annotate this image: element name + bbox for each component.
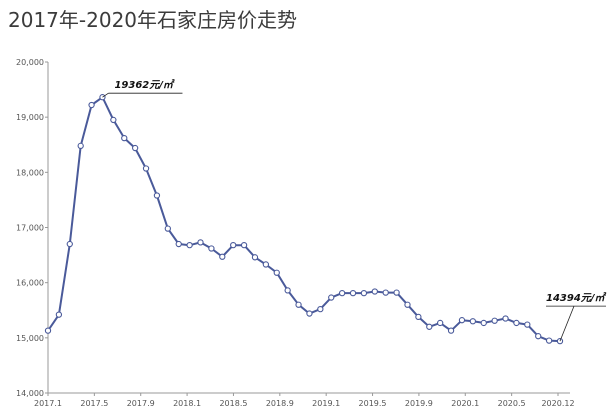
callout-label: 14394元/㎡ [546,292,606,304]
data-point [437,319,444,327]
data-point [382,289,389,296]
data-point [317,305,324,313]
data-point [360,289,368,297]
data-markers [44,94,564,345]
data-point [426,323,433,330]
y-tick-label: 15,000 [16,334,44,343]
y-tick-label: 16,000 [16,279,44,288]
data-point [295,301,302,308]
data-point [535,333,542,340]
data-point [44,327,52,334]
data-point [447,327,455,334]
x-tick-label: 2018.1 [173,399,201,408]
x-axis: 2017.1 2017.5 2017.9 2018.1 2018.5 2018.9 2019… [34,392,575,408]
data-point [415,313,422,321]
callout-leader [559,305,575,342]
data-point [491,317,498,324]
data-point [175,240,182,248]
x-tick-label: 2019.5 [359,399,387,408]
data-point [240,242,248,249]
data-point [77,142,84,150]
data-point [164,225,171,232]
y-tick-label: 14,000 [16,389,44,398]
x-tick-label: 2017.1 [34,399,62,408]
data-point [66,240,73,248]
callouts: 19362元/㎡ 14394元/㎡ [102,79,606,342]
data-point [469,318,477,325]
data-point [284,287,291,294]
y-tick-label: 20,000 [16,58,44,67]
data-point [251,254,259,261]
x-tick-label: 2019.1 [312,399,340,408]
data-point [458,317,466,324]
y-tick-label: 19,000 [16,113,44,122]
data-point [230,242,237,249]
data-point [262,261,270,268]
data-point [142,165,150,172]
data-point [273,269,280,276]
callout-leader [102,92,109,98]
data-point [88,101,95,109]
chart-title: 2017年-2020年石家庄房价走势 [8,8,298,32]
data-point [513,319,520,327]
data-point [371,288,378,295]
data-point [480,319,487,327]
data-point [208,245,215,252]
x-tick-label: 2019.9 [405,399,433,408]
data-point [349,289,357,297]
x-tick-label: 2020.12 [541,399,574,408]
data-point [338,289,346,297]
data-point [186,242,193,249]
data-point [328,294,335,301]
x-tick-label: 2020.5 [498,399,526,408]
data-point [55,311,63,318]
data-point [153,192,161,199]
data-point [110,116,117,124]
x-tick-label: 2018.5 [219,399,247,408]
data-point [404,301,411,308]
data-point [524,321,531,328]
data-point [197,239,204,246]
series-polyline [47,96,561,343]
y-tick-label: 17,000 [16,224,44,233]
data-point [545,337,553,344]
data-point [121,134,128,142]
data-point [502,315,509,322]
data-point [219,253,226,260]
x-tick-label: 2020.1 [451,399,479,408]
x-tick-label: 2017.5 [80,399,108,408]
x-tick-label: 2018.9 [266,399,294,408]
y-tick-label: 18,000 [16,168,44,177]
x-tick-label: 2017.9 [127,399,155,408]
series-line [47,96,561,343]
data-point [306,310,313,317]
y-axis: 14,000 15,000 16,000 17,000 18,000 19,000 20,0… [16,58,49,398]
callout-label: 19362元/㎡ [114,79,174,91]
data-point [131,144,139,152]
data-point [393,289,400,296]
